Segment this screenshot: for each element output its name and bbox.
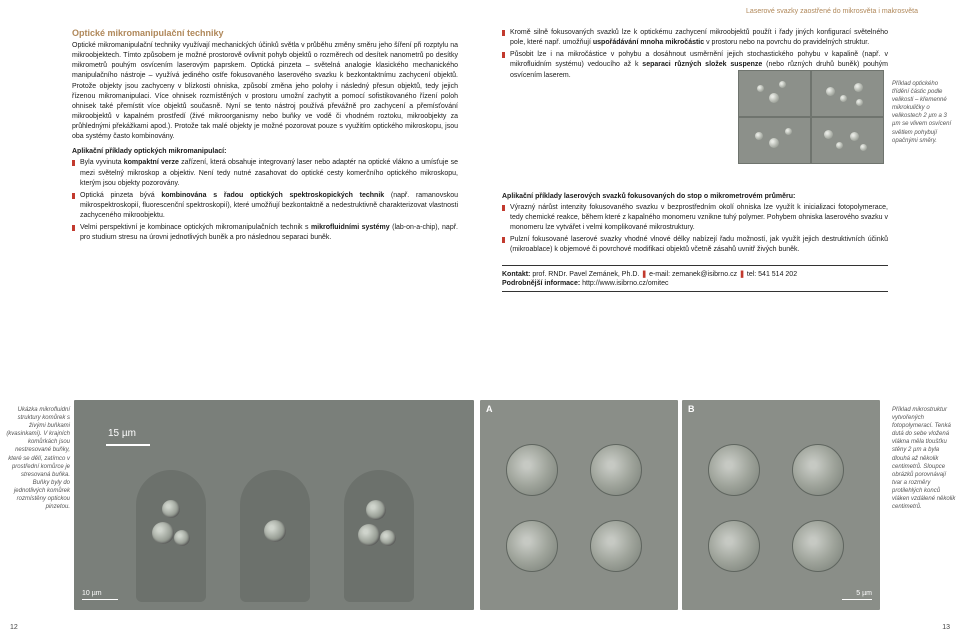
scale-bar-15um	[106, 444, 150, 446]
intro-paragraph: Optické mikromanipulační techniky využív…	[72, 41, 458, 142]
subheading-laser-apps: Aplikační příklady laserových svazků fok…	[502, 193, 888, 200]
caption-sorting: Příklad optického třídění částic podle v…	[892, 80, 954, 145]
section-title: Optické mikromanipulační techniky	[72, 28, 458, 38]
left-column: Optické mikromanipulační techniky Optick…	[0, 28, 480, 292]
list-item: Velmi perspektivní je kombinace optickýc…	[72, 223, 458, 243]
list-item: Optická pinzeta bývá kombinována s řadou…	[72, 191, 458, 221]
list-item: Kromě silně fokusovaných svazků lze k op…	[502, 28, 888, 48]
header-category: Laserové svazky zaostřené do mikrosvěta …	[746, 8, 918, 15]
scale-label-15um: 15 µm	[108, 428, 136, 439]
photopolymer-image: A B 5 µm	[480, 400, 880, 610]
list-item: Výrazný nárůst intenzity fokusovaného sv…	[502, 203, 888, 233]
page-number-left: 12	[10, 624, 18, 631]
list-item: Byla vyvinuta kompaktní verze zařízení, …	[72, 158, 458, 188]
contact-line-2: Podrobnější informace:	[502, 280, 580, 287]
panel-b: B 5 µm	[682, 400, 880, 610]
left-bullet-list: Byla vyvinuta kompaktní verze zařízení, …	[72, 158, 458, 243]
page-number-right: 13	[942, 624, 950, 631]
panel-a: A	[480, 400, 678, 610]
subheading-applications: Aplikační příklady optických mikromanipu…	[72, 148, 458, 155]
scale-label-5um: 5 µm	[842, 590, 872, 601]
panel-label-a: A	[486, 404, 493, 414]
caption-photopolymer: Příklad mikrostruktur vytvořených fotopo…	[892, 406, 956, 511]
bottom-image-row: 15 µm 10 µm A B 5 µm	[74, 400, 886, 610]
contact-line-1: Kontakt: prof. RNDr. Pavel Zemánek, Ph.D…	[502, 270, 888, 278]
panel-label-b: B	[688, 404, 695, 414]
right-bullet-list-2: Výrazný nárůst intenzity fokusovaného sv…	[502, 203, 888, 256]
caption-microfluidic: Ukázka mikrofluidní struktury komůrek s …	[4, 406, 70, 511]
right-column: Kromě silně fokusovaných svazků lze k op…	[480, 28, 960, 292]
scale-label-10um: 10 µm	[82, 590, 118, 601]
microfluidic-image: 15 µm 10 µm	[74, 400, 474, 610]
list-item: Pulzní fokusované laserové svazky vhodné…	[502, 235, 888, 255]
sorting-figure	[738, 70, 884, 164]
contact-box: Kontakt: prof. RNDr. Pavel Zemánek, Ph.D…	[502, 265, 888, 292]
